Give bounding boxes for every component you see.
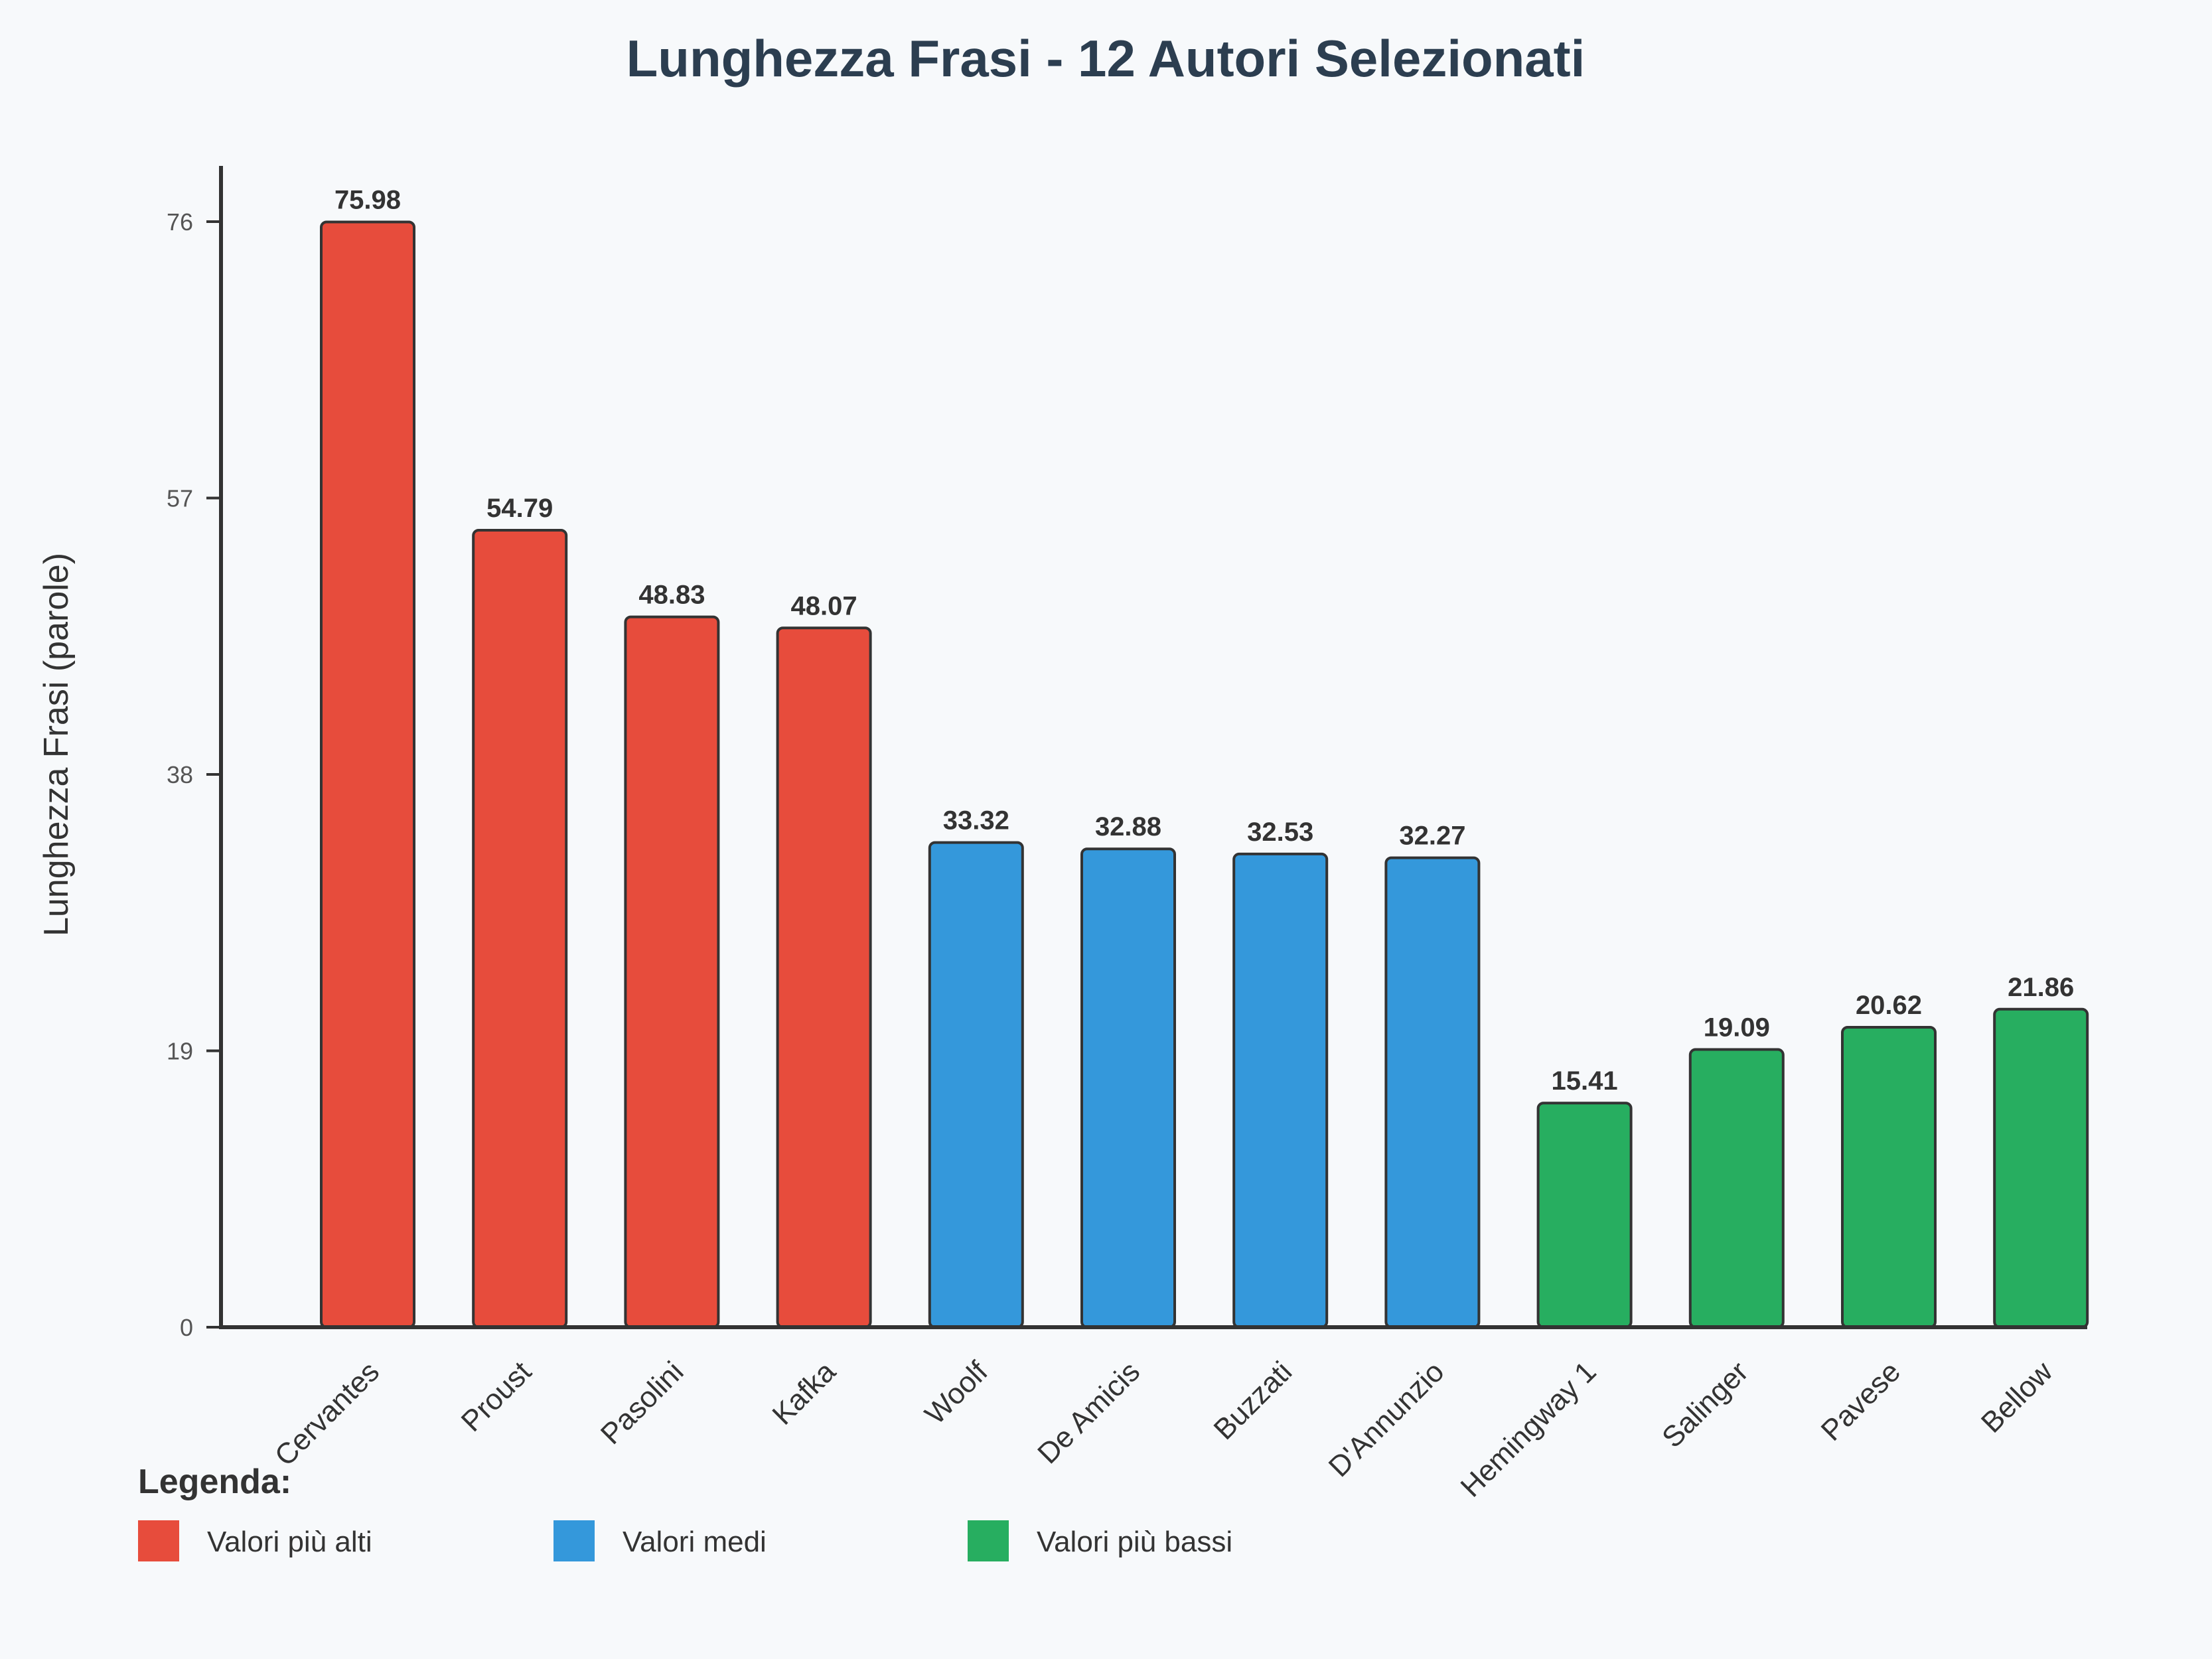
x-tick-label: Bellow [1975, 1355, 2059, 1439]
x-tick-label: Pavese [1815, 1355, 1907, 1447]
bar-value-label: 33.32 [943, 806, 1009, 835]
bar [472, 528, 568, 1329]
bar-value-label: 48.83 [638, 581, 705, 610]
x-tick-label: Buzzati [1208, 1355, 1299, 1446]
y-axis-ticks: 0 19 38 57 76 [167, 208, 221, 1341]
x-tick-label: Pasolini [595, 1355, 690, 1451]
x-tick-label: D'Annunzio [1323, 1355, 1451, 1483]
x-tick-label: Proust [455, 1355, 538, 1438]
x-tick-label: Salinger [1656, 1355, 1755, 1454]
value-labels-group: 75.98 54.79 48.83 48.07 33.32 32.88 32.53 32.27… [334, 185, 2074, 1096]
x-tick-label: Kafka [766, 1355, 842, 1431]
legend-title: Legenda: [138, 1463, 291, 1501]
bar [1993, 1007, 2089, 1329]
legend-swatch [138, 1520, 179, 1561]
legend-item-label: Valori più bassi [1037, 1526, 1232, 1558]
bar [928, 841, 1024, 1329]
bar [320, 220, 415, 1329]
bar-value-label: 32.88 [1095, 812, 1161, 841]
y-axis-label: Lunghezza Frasi (parole) [37, 553, 76, 936]
bar-value-label: 15.41 [1552, 1066, 1618, 1096]
y-tick-label: 19 [167, 1038, 193, 1065]
legend-item-label: Valori più alti [207, 1526, 372, 1558]
bar [1232, 852, 1329, 1329]
legend-swatch [968, 1520, 1009, 1561]
bar [776, 626, 872, 1329]
bar [1536, 1102, 1633, 1329]
legend-item-label: Valori medi [623, 1526, 767, 1558]
bar [1841, 1025, 1937, 1329]
legend-items: Valori più alti Valori medi Valori più bas… [138, 1520, 1232, 1561]
bar-value-label: 48.07 [791, 591, 857, 620]
y-tick-label: 38 [167, 761, 193, 788]
category-labels-group: Cervantes Proust Pasolini Kafka Woolf De Amic… [269, 1355, 2059, 1504]
bar [624, 615, 720, 1329]
legend: Legenda: Valori più alti Valori medi Valor… [138, 1463, 1232, 1561]
y-tick-label: 76 [167, 208, 193, 236]
bar-value-label: 75.98 [334, 185, 401, 214]
bar-value-label: 54.79 [486, 494, 553, 523]
bar-value-label: 19.09 [1704, 1013, 1770, 1043]
x-tick-label: Woolf [919, 1355, 994, 1431]
bar [1688, 1048, 1785, 1329]
bar-value-label: 21.86 [2008, 973, 2074, 1002]
bar [1384, 856, 1481, 1329]
x-tick-label: Cervantes [269, 1355, 386, 1472]
y-tick-label: 0 [180, 1314, 193, 1341]
bars-group [320, 220, 2089, 1329]
bar-value-label: 20.62 [1856, 991, 1922, 1020]
bar [1080, 847, 1176, 1329]
bar-value-label: 32.27 [1399, 822, 1465, 851]
y-tick-label: 57 [167, 485, 193, 512]
x-tick-label: Hemingway 1 [1455, 1355, 1603, 1503]
chart-title: Lunghezza Frasi - 12 Autori Selezionati [627, 29, 1585, 88]
bar-value-label: 32.53 [1247, 818, 1313, 847]
legend-swatch [553, 1520, 595, 1561]
x-tick-label: De Amicis [1031, 1355, 1146, 1470]
